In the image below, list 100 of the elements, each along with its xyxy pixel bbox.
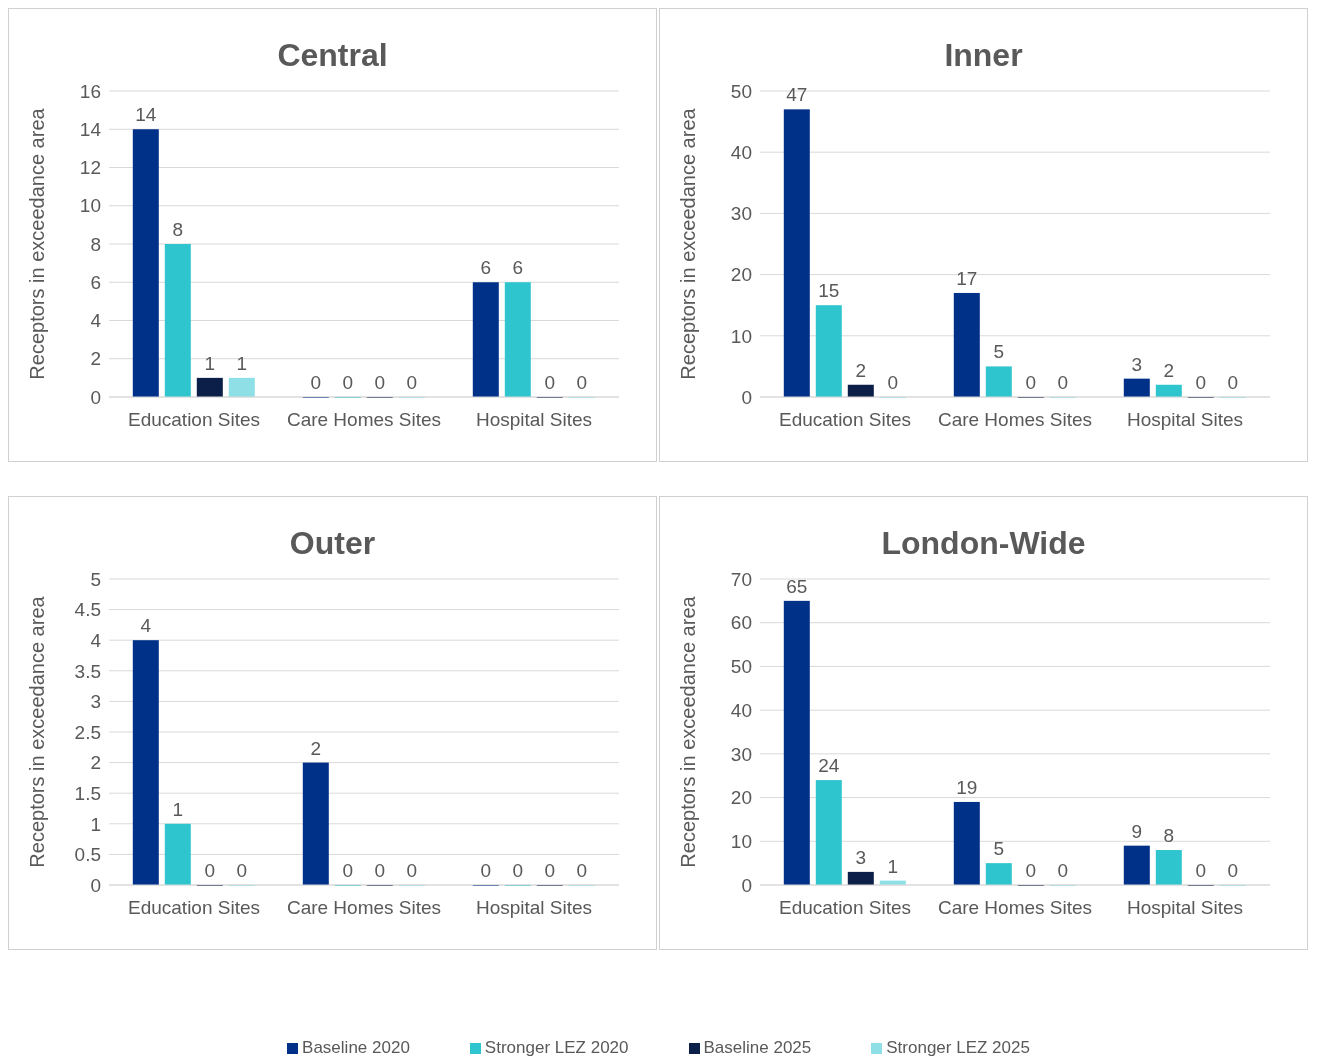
- data-label: 4: [140, 615, 152, 637]
- x-tick-label: Care Homes Sites: [286, 897, 442, 919]
- y-tick-label: 16: [79, 80, 101, 102]
- x-tick-label: Care Homes Sites: [286, 409, 442, 431]
- y-axis-title: Receptors in exceedance area: [26, 595, 49, 868]
- x-tick-label: Hospital Sites: [475, 897, 593, 919]
- y-tick-label: 3: [90, 691, 101, 713]
- data-label: 0: [406, 372, 418, 393]
- x-tick-label: Hospital Sites: [1126, 409, 1244, 431]
- data-label: 0: [1195, 860, 1207, 881]
- data-label: 8: [1163, 825, 1175, 847]
- data-label: 0: [1227, 860, 1239, 881]
- y-axis-title: Receptors in exceedance area: [677, 107, 700, 380]
- y-tick-label: 30: [730, 743, 752, 765]
- data-label: 2: [310, 737, 322, 759]
- y-tick-label: 6: [90, 271, 101, 293]
- data-label: 24: [818, 755, 840, 777]
- legend-label: Stronger LEZ 2020: [484, 1038, 629, 1058]
- y-tick-label: 0: [90, 386, 101, 408]
- y-tick-label: 1: [90, 813, 101, 835]
- data-label: 0: [1025, 860, 1037, 881]
- y-tick-label: 2: [90, 752, 101, 774]
- x-tick-label: Hospital Sites: [475, 409, 593, 431]
- data-label: 1: [236, 352, 248, 374]
- data-label: 5: [993, 341, 1005, 363]
- data-label: 3: [855, 846, 867, 868]
- data-label: 14: [135, 104, 157, 126]
- y-tick-label: 3.5: [74, 660, 101, 682]
- legend-label: Baseline 2020: [302, 1038, 410, 1058]
- legend-label: Baseline 2025: [703, 1038, 812, 1058]
- y-tick-label: 8: [90, 233, 101, 255]
- data-label: 9: [1131, 820, 1143, 842]
- data-label: 0: [374, 860, 386, 881]
- y-tick-label: 12: [79, 157, 101, 179]
- data-label: 2: [1163, 359, 1175, 381]
- y-tick-label: 50: [730, 656, 752, 678]
- y-tick-label: 2: [90, 348, 101, 370]
- y-axis-title: Receptors in exceedance area: [677, 595, 700, 868]
- x-tick-label: Education Sites: [778, 897, 912, 919]
- data-label: 15: [818, 280, 840, 302]
- data-label: 1: [204, 352, 216, 374]
- x-tick-label: Education Sites: [778, 409, 912, 431]
- chart-title: Outer: [288, 525, 377, 562]
- y-tick-label: 0.5: [74, 844, 101, 866]
- y-axis-title: Receptors in exceedance area: [26, 107, 49, 380]
- data-label: 0: [544, 860, 556, 881]
- data-label: 3: [1131, 353, 1143, 375]
- x-tick-label: Education Sites: [127, 409, 261, 431]
- chart-title: Central: [276, 37, 389, 74]
- data-label: 0: [1057, 860, 1069, 881]
- data-label: 0: [1057, 372, 1069, 393]
- y-tick-label: 0: [741, 874, 752, 896]
- y-tick-label: 4: [90, 310, 102, 332]
- data-label: 17: [956, 267, 978, 289]
- y-tick-label: 20: [730, 787, 752, 809]
- y-tick-label: 0: [90, 874, 101, 896]
- data-label: 0: [236, 860, 248, 881]
- data-label: 0: [1025, 372, 1037, 393]
- data-label: 47: [786, 84, 808, 106]
- y-tick-label: 10: [79, 195, 101, 217]
- data-label: 0: [544, 372, 556, 393]
- data-label: 0: [374, 372, 386, 393]
- y-tick-label: 30: [730, 203, 752, 225]
- y-tick-label: 0: [741, 386, 752, 408]
- y-tick-label: 2.5: [74, 721, 101, 743]
- x-tick-label: Education Sites: [127, 897, 261, 919]
- data-label: 1: [887, 855, 899, 877]
- y-tick-label: 10: [730, 831, 752, 853]
- data-label: 0: [342, 372, 354, 393]
- data-label: 0: [887, 372, 899, 393]
- y-tick-label: 14: [79, 119, 102, 140]
- chart-title: London-Wide: [880, 525, 1087, 562]
- data-label: 0: [512, 860, 524, 881]
- data-label: 0: [406, 860, 418, 881]
- data-label: 65: [786, 575, 808, 597]
- y-tick-label: 1.5: [74, 782, 101, 804]
- y-tick-label: 70: [730, 568, 752, 590]
- y-tick-label: 40: [730, 699, 752, 721]
- data-label: 6: [512, 257, 524, 279]
- data-label: 0: [204, 860, 216, 881]
- x-tick-label: Care Homes Sites: [937, 409, 1093, 431]
- y-tick-label: 5: [90, 568, 101, 590]
- data-label: 0: [480, 860, 492, 881]
- x-tick-label: Hospital Sites: [1126, 897, 1244, 919]
- y-tick-label: 4: [90, 629, 102, 651]
- legend-label: Stronger LEZ 2025: [886, 1038, 1030, 1058]
- data-label: 0: [1195, 372, 1207, 393]
- chart-title: Inner: [943, 37, 1024, 74]
- data-label: 8: [172, 219, 184, 240]
- data-label: 2: [855, 359, 867, 381]
- y-tick-label: 20: [730, 264, 752, 286]
- x-tick-label: Care Homes Sites: [937, 897, 1093, 919]
- y-tick-label: 10: [730, 325, 752, 347]
- data-label: 5: [993, 838, 1005, 860]
- data-label: 0: [310, 372, 322, 393]
- y-tick-label: 50: [730, 80, 752, 102]
- data-label: 0: [342, 860, 354, 881]
- data-label: 6: [480, 257, 492, 279]
- data-label: 19: [956, 776, 978, 798]
- y-tick-label: 4.5: [74, 599, 101, 621]
